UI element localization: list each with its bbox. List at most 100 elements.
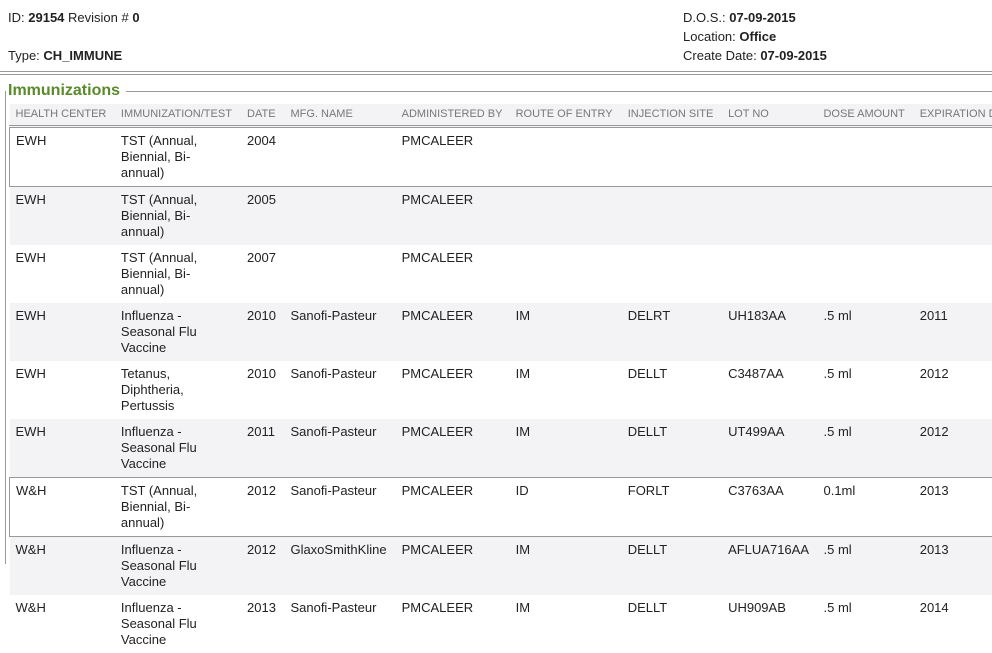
table-cell: PMCALEER [396,245,510,303]
table-cell: ID [510,478,622,537]
column-header[interactable]: DOSE AMOUNT [817,104,913,127]
table-cell [817,245,913,303]
record-id: ID: 29154 Revision # 0 [8,10,140,25]
table-cell [622,245,722,303]
table-cell: TST (Annual, Biennial, Bi-annual) [115,127,241,187]
table-cell [722,187,817,246]
table-cell [622,187,722,246]
table-cell [284,127,395,187]
table-cell: 2011 [914,303,992,361]
table-cell: IM [510,419,622,478]
table-cell: IM [510,537,622,596]
column-header[interactable]: ADMINISTERED BY [396,104,510,127]
location: Location: Office [683,29,776,44]
table-cell [284,187,395,246]
table-cell [510,127,622,187]
table-cell: EWH [10,419,115,478]
column-header[interactable]: IMMUNIZATION/TEST [115,104,241,127]
table-cell: PMCALEER [396,127,510,187]
table-cell: .5 ml [817,361,913,419]
table-cell [817,187,913,246]
table-cell: .5 ml [817,595,913,653]
table-cell: W&H [10,478,115,537]
table-cell: AFLUA716AA [722,537,817,596]
table-cell: EWH [10,303,115,361]
table-cell: Tetanus, Diphtheria, Pertussis [115,361,241,419]
column-header[interactable]: MFG. NAME [284,104,395,127]
column-header[interactable]: HEALTH CENTER [10,104,115,127]
table-cell: Sanofi-Pasteur [284,361,395,419]
table-cell: Sanofi-Pasteur [284,419,395,478]
table-cell: UH183AA [722,303,817,361]
table-cell: 2012 [241,478,284,537]
table-cell: 2014 [914,595,992,653]
table-cell: Influenza - Seasonal Flu Vaccine [115,419,241,478]
table-cell: .5 ml [817,537,913,596]
table-cell: 2013 [914,478,992,537]
table-cell [284,245,395,303]
table-cell: PMCALEER [396,303,510,361]
table-cell [914,245,992,303]
table-cell: 2007 [241,245,284,303]
table-cell: Sanofi-Pasteur [284,595,395,653]
table-cell [510,187,622,246]
table-cell [722,245,817,303]
table-cell: 2013 [241,595,284,653]
table-cell: 0.1ml [817,478,913,537]
table-cell: 2011 [241,419,284,478]
table-cell: DELLT [622,361,722,419]
table-cell: 2010 [241,303,284,361]
table-cell: 2012 [914,419,992,478]
table-cell: TST (Annual, Biennial, Bi-annual) [115,478,241,537]
dos: D.O.S.: 07-09-2015 [683,10,796,25]
table-cell: PMCALEER [396,595,510,653]
table-cell: .5 ml [817,419,913,478]
table-cell: C3487AA [722,361,817,419]
table-cell: DELLT [622,595,722,653]
table-cell: TST (Annual, Biennial, Bi-annual) [115,187,241,246]
table-cell: DELLT [622,419,722,478]
table-cell: DELLT [622,537,722,596]
table-cell [722,127,817,187]
table-cell: Influenza - Seasonal Flu Vaccine [115,595,241,653]
record-type: Type: CH_IMMUNE [8,48,122,63]
table-cell: UT499AA [722,419,817,478]
column-header[interactable]: LOT NO [722,104,817,127]
table-cell: 2004 [241,127,284,187]
table-cell: Sanofi-Pasteur [284,478,395,537]
create-date: Create Date: 07-09-2015 [683,48,827,63]
table-cell: UH909AB [722,595,817,653]
table-cell: IM [510,595,622,653]
column-header[interactable]: INJECTION SITE [622,104,722,127]
table-cell: .5 ml [817,303,913,361]
divider [0,71,992,75]
section-title: Immunizations [8,82,126,100]
table-cell: Influenza - Seasonal Flu Vaccine [115,537,241,596]
table-cell: TST (Annual, Biennial, Bi-annual) [115,245,241,303]
table-cell: DELRT [622,303,722,361]
table-cell: PMCALEER [396,537,510,596]
table-cell: W&H [10,537,115,596]
table-cell: IM [510,361,622,419]
column-header[interactable]: DATE [241,104,284,127]
fieldset-border [5,91,6,564]
column-header[interactable]: ROUTE OF ENTRY [510,104,622,127]
table-cell: PMCALEER [396,361,510,419]
table-cell: W&H [10,595,115,653]
table-cell: PMCALEER [396,187,510,246]
table-cell [817,127,913,187]
table-cell: 2012 [914,361,992,419]
column-header[interactable]: EXPIRATION DATE [914,104,992,127]
table-cell: C3763AA [722,478,817,537]
